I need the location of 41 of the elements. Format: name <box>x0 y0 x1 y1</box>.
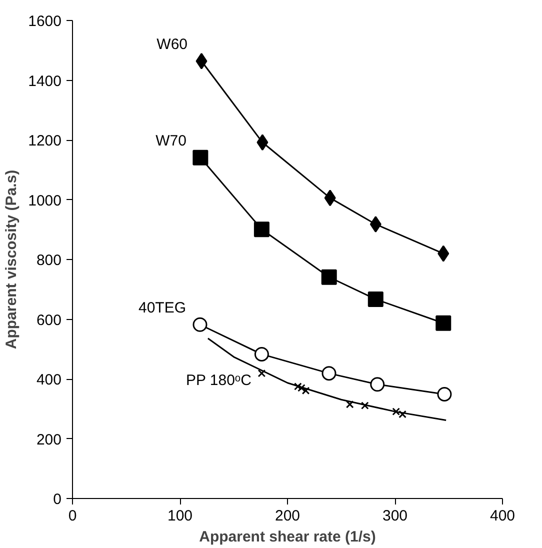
x-tick-label: 0 <box>68 508 77 524</box>
point <box>302 386 310 395</box>
point <box>192 150 208 166</box>
point <box>321 269 337 285</box>
y-tick-label: 600 <box>36 312 62 329</box>
point <box>192 317 208 332</box>
x-tick-label: 400 <box>490 508 516 524</box>
point <box>324 190 336 206</box>
point <box>370 216 382 232</box>
y-tick-label: 400 <box>36 372 62 388</box>
point <box>294 382 302 390</box>
point <box>370 377 385 392</box>
y-tick-label: 1600 <box>28 13 62 30</box>
point <box>346 400 354 408</box>
point <box>322 366 336 381</box>
x-tick-label: 300 <box>382 508 408 524</box>
y-tick-label: 1200 <box>28 132 62 150</box>
y-tick-label: 800 <box>36 252 62 269</box>
x-tick-label: 100 <box>167 508 193 524</box>
point <box>196 52 208 70</box>
point <box>436 315 452 331</box>
y-axis-title: Apparent viscosity (Pa.s) <box>3 170 20 350</box>
series-label: W70 <box>156 132 186 150</box>
point <box>368 291 384 307</box>
y-tick-label: 200 <box>36 431 62 448</box>
series-label: 40TEG <box>138 300 186 317</box>
point <box>254 222 270 238</box>
series-label: PP 180ᵒC <box>186 372 252 389</box>
y-tick-label: 1000 <box>28 192 62 210</box>
x-axis-title: Apparent shear rate (1/s) <box>199 528 376 546</box>
point <box>256 134 268 151</box>
y-tick-label: 1400 <box>28 72 62 90</box>
point <box>438 245 450 262</box>
line-series <box>207 338 447 421</box>
point <box>360 402 369 410</box>
x-tick-label: 200 <box>274 508 300 524</box>
series-label: W60 <box>156 36 188 54</box>
point <box>258 369 266 378</box>
y-tick-label: 0 <box>53 491 62 508</box>
point <box>254 346 269 362</box>
point <box>437 387 452 402</box>
